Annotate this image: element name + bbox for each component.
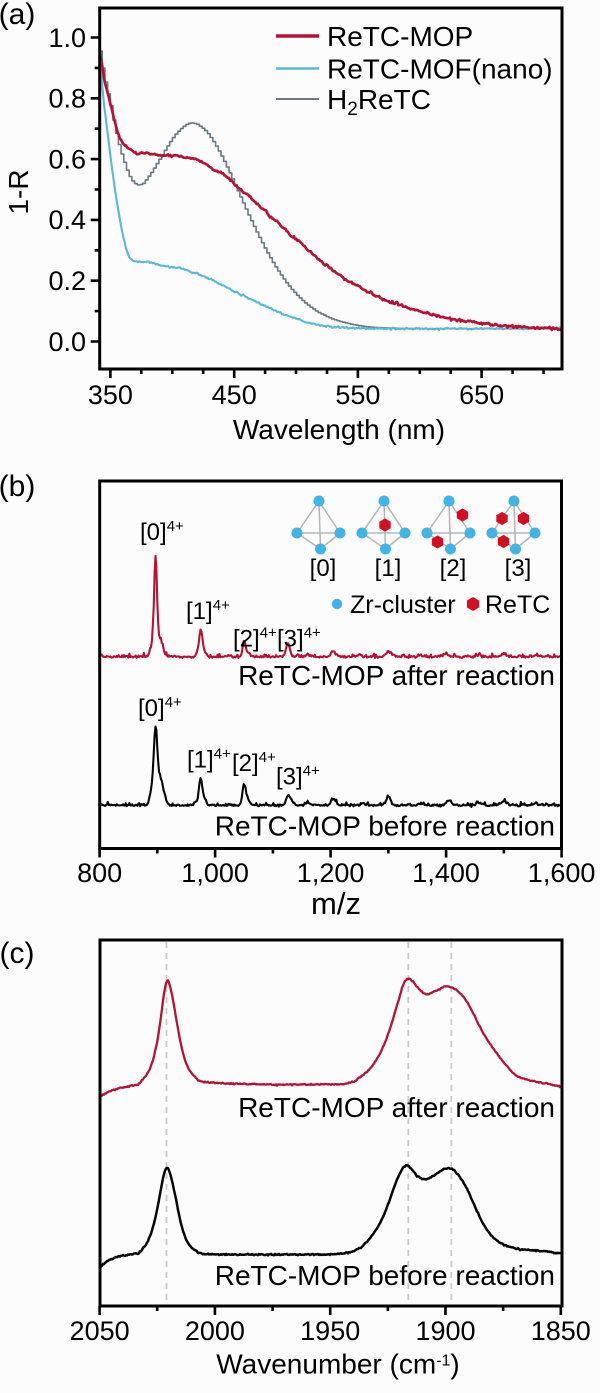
svg-text:ReTC-MOP before reaction: ReTC-MOP before reaction [215,811,555,842]
svg-text:Zr-cluster: Zr-cluster [350,591,456,619]
svg-text:[0]: [0] [310,555,337,582]
svg-text:1900: 1900 [415,1316,475,1346]
svg-text:H2ReTC: H2ReTC [327,84,431,120]
svg-text:1850: 1850 [531,1316,591,1346]
svg-text:1,000: 1,000 [181,858,249,888]
svg-text:ReTC-MOP: ReTC-MOP [327,21,473,52]
svg-text:550: 550 [335,380,380,410]
svg-text:[3]4+: [3]4+ [277,625,321,653]
svg-text:2000: 2000 [185,1316,245,1346]
svg-text:0.4: 0.4 [48,205,86,235]
svg-text:(b): (b) [0,470,35,503]
svg-text:Wavelength (nm): Wavelength (nm) [233,414,445,445]
svg-text:[1]: [1] [375,555,402,582]
svg-text:0.6: 0.6 [48,144,86,174]
svg-text:0.8: 0.8 [48,84,86,114]
svg-text:Wavenumber (cm-1): Wavenumber (cm-1) [216,1349,459,1380]
svg-text:1,600: 1,600 [528,858,596,888]
svg-text:(a): (a) [0,0,35,31]
svg-text:ReTC: ReTC [485,591,550,619]
svg-text:[3]: [3] [505,555,532,582]
svg-text:ReTC-MOP before reaction: ReTC-MOP before reaction [215,1260,555,1291]
svg-text:ReTC-MOP after reaction: ReTC-MOP after reaction [238,1092,555,1123]
svg-text:1950: 1950 [300,1316,360,1346]
svg-text:[1]4+: [1]4+ [187,746,231,774]
svg-text:ReTC-MOP after reaction: ReTC-MOP after reaction [238,660,555,691]
svg-text:0.0: 0.0 [48,327,86,357]
svg-text:2050: 2050 [70,1316,130,1346]
svg-text:0.2: 0.2 [48,266,86,296]
svg-text:m/z: m/z [311,886,361,921]
svg-text:350: 350 [88,380,133,410]
svg-text:(c): (c) [0,937,34,970]
svg-text:1,400: 1,400 [412,858,480,888]
svg-text:1-R: 1-R [3,169,34,214]
svg-text:800: 800 [77,858,122,888]
svg-text:ReTC-MOF(nano): ReTC-MOF(nano) [327,54,553,85]
svg-text:[2]: [2] [440,555,467,582]
svg-text:1,200: 1,200 [297,858,365,888]
svg-text:450: 450 [212,380,257,410]
svg-text:1.0: 1.0 [48,23,86,53]
svg-text:650: 650 [459,380,504,410]
